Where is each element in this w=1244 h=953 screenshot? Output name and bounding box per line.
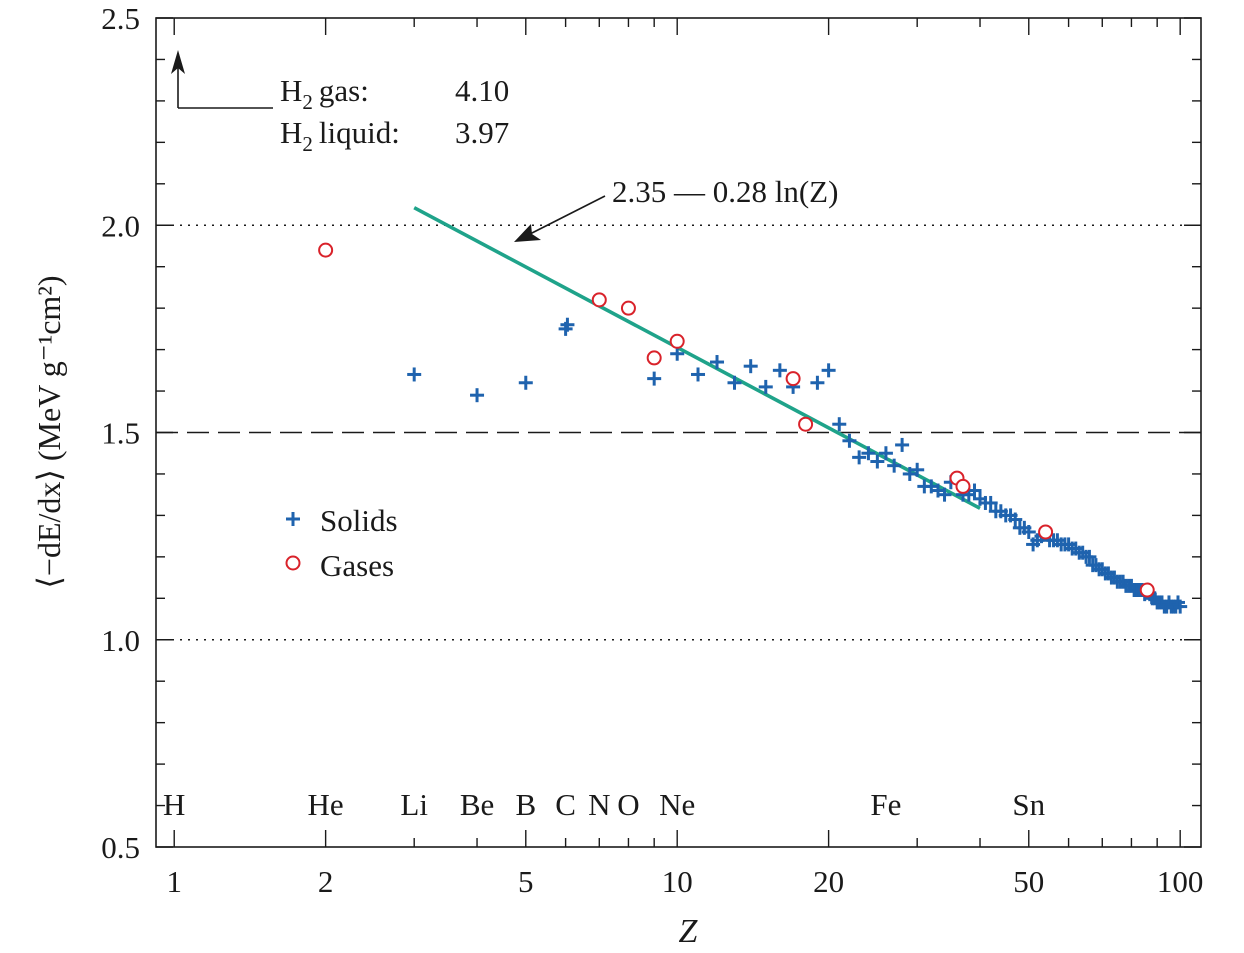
- y-tick-label: 1.0: [101, 623, 140, 658]
- element-label: Fe: [870, 787, 901, 822]
- x-tick-label: 100: [1157, 864, 1204, 899]
- solid-data-point: [691, 367, 706, 382]
- y-tick-label: 0.5: [101, 830, 140, 865]
- y-tick-label: 1.5: [101, 416, 140, 451]
- solid-data-point: [407, 367, 422, 382]
- solid-data-point: [870, 454, 885, 469]
- x-tick-label: 20: [813, 864, 844, 899]
- element-label: Li: [400, 787, 428, 822]
- x-tick-label: 10: [662, 864, 693, 899]
- gas-data-point: [669, 333, 685, 349]
- h2-arrow-head: [171, 50, 185, 74]
- reference-lines: [156, 224, 1201, 641]
- solid-data-point: [647, 371, 662, 386]
- gas-data-point: [620, 300, 636, 316]
- element-label: N: [588, 787, 610, 822]
- fit-arrow-shaft: [529, 195, 606, 235]
- h2-gas-label: H2 gas:: [280, 73, 369, 114]
- x-axis-title: Z: [679, 913, 699, 950]
- solid-data-point: [1008, 512, 1023, 527]
- solid-data-point: [1173, 599, 1188, 614]
- solid-data-point: [670, 346, 685, 361]
- y-tick-label: 2.5: [101, 1, 140, 36]
- gas-data-point: [591, 292, 607, 308]
- gas-data-point: [798, 416, 814, 432]
- solid-data-point: [910, 462, 925, 477]
- solid-data-point: [895, 437, 910, 452]
- gas-data-point: [1139, 582, 1155, 598]
- solid-data-point: [560, 317, 575, 332]
- legend-solids-marker: [286, 512, 300, 526]
- solid-data-point: [758, 379, 773, 394]
- gas-data-point: [785, 371, 801, 387]
- solid-data-point: [1082, 549, 1097, 564]
- x-tick-label: 2: [318, 864, 334, 899]
- element-label: He: [308, 787, 344, 822]
- fit-annotation: 2.35 — 0.28 ln(Z): [514, 174, 838, 242]
- solid-data-point: [878, 446, 893, 461]
- legend-gases-label: Gases: [320, 548, 394, 583]
- x-tick-label: 50: [1013, 864, 1044, 899]
- data-points: [318, 242, 1188, 614]
- solid-data-point: [710, 355, 725, 370]
- solid-data-point: [902, 466, 917, 481]
- element-label: B: [515, 787, 536, 822]
- element-labels: H He Li Be B C N O Ne Fe Sn: [163, 787, 1046, 822]
- legend: Solids Gases: [285, 503, 398, 583]
- fit-label: 2.35 — 0.28 ln(Z): [612, 174, 838, 209]
- solid-data-point: [967, 483, 982, 498]
- solid-data-point: [518, 375, 533, 390]
- h2-gas-value: 4.10: [455, 73, 509, 108]
- gas-data-point: [318, 242, 334, 258]
- solid-data-point: [821, 363, 836, 378]
- solid-data-point: [861, 446, 876, 461]
- legend-solids-label: Solids: [320, 503, 398, 538]
- h2-annotation: H2 gas: 4.10 H2 liquid: 3.97: [171, 50, 509, 156]
- gas-data-point: [955, 478, 971, 494]
- y-axis-title: ⟨−dE/dx⟩ (MeV g⁻¹cm²): [31, 275, 67, 588]
- solid-data-point: [842, 433, 857, 448]
- solid-data-point: [983, 495, 998, 510]
- solid-data-point: [772, 363, 787, 378]
- element-label: Be: [460, 787, 494, 822]
- x-tick-label: 5: [518, 864, 534, 899]
- gas-data-point: [1038, 524, 1054, 540]
- gas-data-point: [646, 350, 662, 366]
- x-tick-label: 1: [166, 864, 182, 899]
- h2-liquid-value: 3.97: [455, 115, 509, 150]
- y-tick-label: 2.0: [101, 208, 140, 243]
- h2-liquid-label: H2 liquid:: [280, 115, 400, 156]
- element-label: Ne: [659, 787, 695, 822]
- solid-data-point: [727, 375, 742, 390]
- axis-ticks: 1 2 5 10 20 50 100 0.5 1.0 1.5 2.0 2.5: [101, 1, 1203, 899]
- element-label: C: [555, 787, 576, 822]
- solid-data-point: [832, 417, 847, 432]
- element-label: O: [617, 787, 639, 822]
- solid-data-point: [887, 458, 902, 473]
- solid-data-point: [937, 487, 952, 502]
- element-label: H: [163, 787, 185, 822]
- element-label: Sn: [1012, 787, 1045, 822]
- legend-gases-marker: [285, 555, 301, 571]
- solid-data-point: [1021, 524, 1036, 539]
- solid-data-point: [743, 359, 758, 374]
- fit-arrow-head: [514, 224, 541, 242]
- solid-data-point: [470, 388, 485, 403]
- solid-data-point: [852, 450, 867, 465]
- solid-data-point: [810, 375, 825, 390]
